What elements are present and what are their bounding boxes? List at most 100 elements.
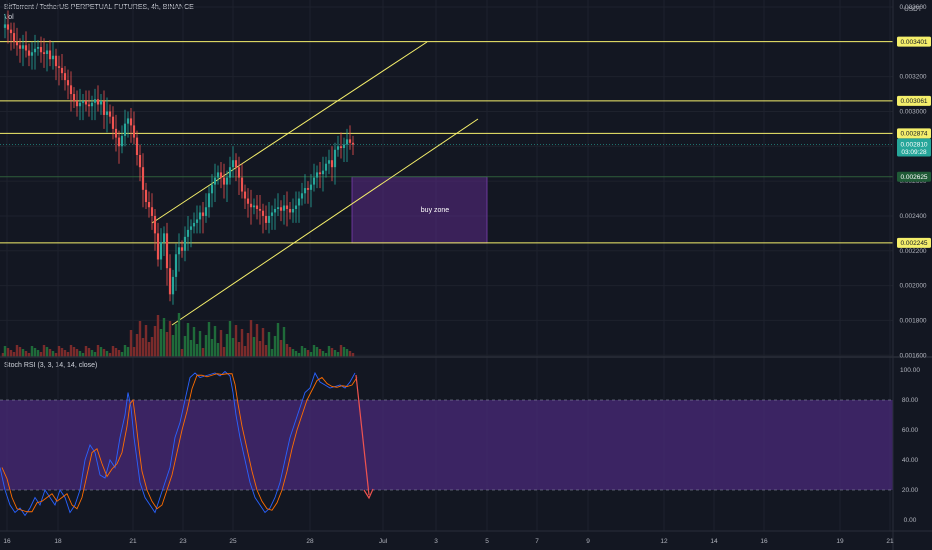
volume-bar: [270, 349, 274, 357]
candle-body: [273, 208, 277, 213]
candle-body: [30, 52, 34, 56]
volume-bar: [333, 350, 337, 357]
volume-bar: [276, 323, 280, 357]
volume-bar: [18, 347, 22, 357]
price-tick-label: 0.003600: [899, 4, 926, 11]
level-price-tag: [897, 95, 931, 106]
candle-body: [288, 208, 292, 213]
candle-body: [183, 236, 187, 251]
candle-body: [207, 193, 211, 208]
volume-bar: [138, 321, 142, 357]
candle-body: [255, 205, 259, 209]
candle-body: [6, 24, 10, 30]
candle-body: [36, 47, 40, 49]
candle-body: [12, 33, 16, 42]
candle-body: [96, 99, 100, 105]
candle-body: [222, 177, 226, 185]
candle-body: [195, 219, 199, 223]
candle-body: [54, 55, 58, 67]
volume-bar: [117, 350, 121, 357]
candle-body: [186, 229, 190, 237]
candle-body: [342, 144, 346, 149]
stoch-rsi-label: Stoch RSI (3, 3, 14, 14, close): [4, 362, 98, 369]
candle-body: [108, 111, 112, 117]
candle-body: [345, 139, 349, 145]
candle-body: [78, 102, 82, 107]
candle-body: [174, 254, 178, 277]
candle-body: [120, 135, 124, 147]
candle-body: [318, 172, 322, 175]
candle-body: [111, 116, 115, 129]
candle-body: [69, 85, 73, 95]
volume-bar: [60, 348, 64, 357]
volume-bar: [3, 346, 7, 357]
candle-body: [66, 80, 70, 86]
candle-body: [42, 52, 46, 54]
volume-bar: [246, 333, 250, 357]
time-tick-label: 16: [760, 538, 768, 545]
volume-bar: [27, 353, 31, 357]
candle-body: [231, 160, 235, 168]
volume-bar: [114, 348, 118, 357]
candle-body: [264, 215, 268, 223]
volume-bar: [195, 344, 199, 357]
candle-body: [309, 184, 313, 190]
candle-body: [180, 247, 184, 251]
candle-body: [60, 67, 64, 74]
candle-body: [21, 45, 25, 49]
candle-body: [105, 111, 109, 115]
volume-bar: [213, 326, 217, 357]
volume-bar: [57, 346, 61, 357]
channel-lower-line[interactable]: [171, 118, 479, 326]
volume-bar: [192, 327, 196, 357]
price-tick-label: 0.002400: [899, 213, 926, 220]
volume-bar: [225, 334, 229, 357]
time-tick-label: 23: [179, 538, 187, 545]
candle-body: [267, 215, 271, 223]
volume-bar: [201, 348, 205, 357]
volume-bar: [21, 349, 25, 357]
candle-body: [81, 101, 85, 103]
candle-body: [33, 48, 37, 53]
rsi-tick-label: 100.00: [900, 367, 920, 374]
volume-bar: [285, 344, 289, 357]
volume-bar: [222, 347, 226, 357]
price-tick-label: 0.003200: [899, 74, 926, 81]
volume-bar: [303, 348, 307, 357]
rsi-band: [0, 400, 893, 490]
candle-body: [141, 167, 145, 190]
volume-bar: [36, 350, 40, 357]
volume-bar: [288, 347, 292, 357]
candle-body: [138, 154, 142, 168]
rsi-tick-label: 80.00: [902, 397, 919, 404]
time-tick-label: 9: [586, 538, 590, 545]
time-tick-label: 12: [660, 538, 668, 545]
candle-body: [303, 188, 307, 194]
volume-bar: [141, 338, 145, 357]
volume-bar: [90, 350, 94, 357]
volume-bar: [273, 336, 277, 357]
volume-bar: [198, 331, 202, 357]
channel-upper-line[interactable]: [151, 41, 428, 224]
candle-body: [252, 205, 256, 208]
price-tick-label: 0.003000: [899, 108, 926, 115]
volume-bar: [315, 347, 319, 357]
candle-body: [258, 208, 262, 211]
candle-body: [156, 233, 160, 260]
candle-body: [324, 163, 328, 171]
buy-zone-label: buy zone: [421, 207, 450, 214]
down-arrow-icon: [355, 374, 374, 500]
volume-bar: [48, 349, 52, 357]
candle-body: [225, 177, 229, 185]
volume-bar: [102, 349, 106, 357]
candle-body: [159, 242, 163, 260]
volume-bar: [84, 346, 88, 357]
volume-bar: [282, 327, 286, 357]
candle-body: [282, 205, 286, 211]
buy-zone-rect[interactable]: [351, 176, 488, 244]
volume-bar: [180, 349, 184, 357]
time-tick-label: 16: [3, 538, 11, 545]
green-price-tag: [897, 171, 931, 182]
price-tags: 0.003401 0.003061 0.002874 0.002245 0.002625…: [897, 36, 931, 248]
